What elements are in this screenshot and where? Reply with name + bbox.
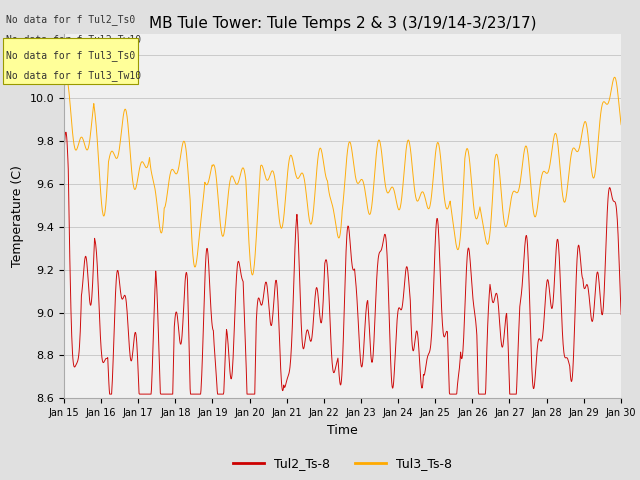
Text: No data for f Tul3_Ts0: No data for f Tul3_Ts0 — [6, 50, 136, 61]
X-axis label: Time: Time — [327, 424, 358, 437]
Text: No data for f Tul3_Tw10: No data for f Tul3_Tw10 — [6, 70, 141, 81]
Legend: Tul2_Ts-8, Tul3_Ts-8: Tul2_Ts-8, Tul3_Ts-8 — [228, 452, 457, 475]
Text: No data for f Tul2_Ts0: No data for f Tul2_Ts0 — [6, 14, 136, 25]
Text: No data for f Tul2_Tw10: No data for f Tul2_Tw10 — [6, 34, 141, 45]
Title: MB Tule Tower: Tule Temps 2 & 3 (3/19/14-3/23/17): MB Tule Tower: Tule Temps 2 & 3 (3/19/14… — [148, 16, 536, 31]
Y-axis label: Temperature (C): Temperature (C) — [11, 165, 24, 267]
